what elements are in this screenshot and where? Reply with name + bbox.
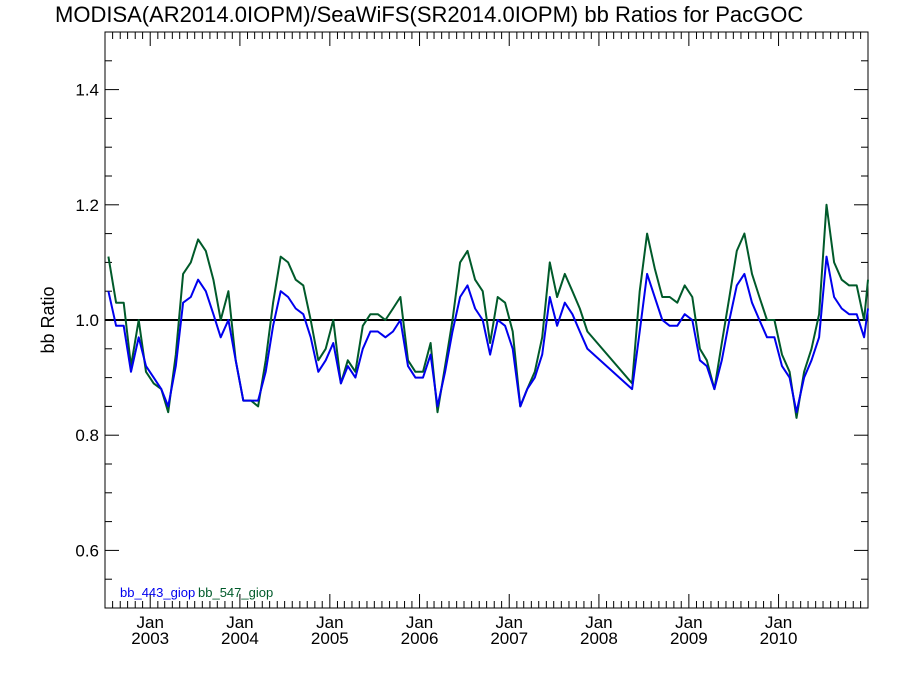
y-tick-label: 1.0 <box>75 311 99 330</box>
chart-title: MODISA(AR2014.0IOPM)/SeaWiFS(SR2014.0IOP… <box>55 2 804 27</box>
x-tick-month-label: Jan <box>765 613 792 632</box>
x-tick-month-label: Jan <box>585 613 612 632</box>
tick-labels: 0.60.81.01.21.4Jan2003Jan2004Jan2005Jan2… <box>75 81 797 648</box>
y-tick-label: 1.2 <box>75 196 99 215</box>
x-tick-year-label: 2009 <box>670 629 708 648</box>
series-line-bb_443_giop <box>107 255 869 414</box>
x-tick-month-label: Jan <box>675 613 702 632</box>
x-tick-year-label: 2010 <box>760 629 798 648</box>
x-tick-month-label: Jan <box>316 613 343 632</box>
x-tick-year-label: 2004 <box>221 629 259 648</box>
x-tick-month-label: Jan <box>137 613 164 632</box>
x-tick-year-label: 2003 <box>131 629 169 648</box>
series-lines <box>105 203 869 419</box>
y-tick-label: 1.4 <box>75 81 99 100</box>
x-tick-month-label: Jan <box>496 613 523 632</box>
y-tick-label: 0.8 <box>75 426 99 445</box>
x-tick-year-label: 2007 <box>490 629 528 648</box>
legend-entry-bb_443_giop: bb_443_giop <box>120 585 195 600</box>
x-tick-month-label: Jan <box>226 613 253 632</box>
x-tick-year-label: 2005 <box>311 629 349 648</box>
x-tick-year-label: 2006 <box>401 629 439 648</box>
x-tick-year-label: 2008 <box>580 629 618 648</box>
legend: bb_443_giop bb_547_giop <box>120 585 273 600</box>
x-tick-month-label: Jan <box>406 613 433 632</box>
y-tick-label: 0.6 <box>75 541 99 560</box>
series-line-bb_547_giop <box>107 203 869 419</box>
legend-entry-bb_547_giop: bb_547_giop <box>198 585 273 600</box>
y-axis-label: bb Ratio <box>38 286 58 353</box>
